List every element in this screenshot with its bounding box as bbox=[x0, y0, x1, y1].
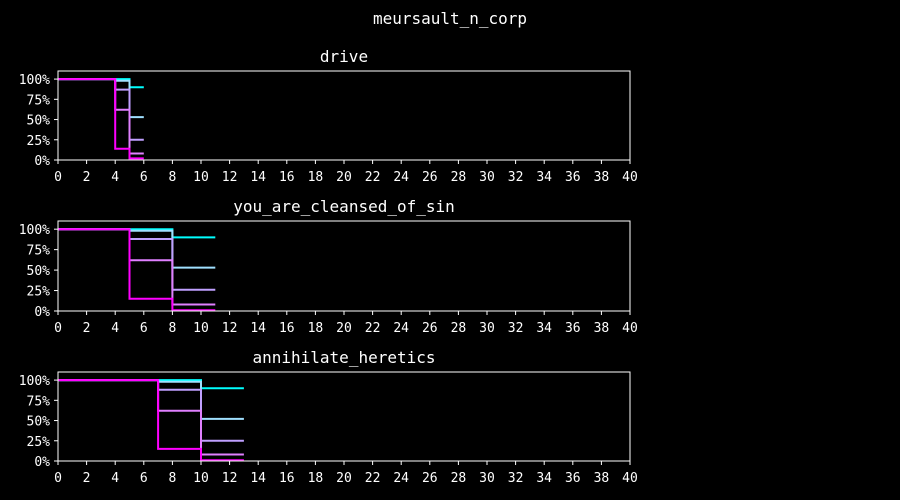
x-tick-label: 4 bbox=[111, 170, 119, 185]
y-tick-label: 50% bbox=[27, 114, 51, 129]
x-tick-label: 6 bbox=[140, 170, 148, 185]
x-tick-label: 8 bbox=[168, 471, 176, 486]
plot-frame bbox=[57, 220, 631, 312]
x-tick-label: 10 bbox=[193, 170, 209, 185]
x-tick-label: 16 bbox=[279, 471, 295, 486]
x-tick-label: 22 bbox=[365, 471, 381, 486]
x-tick-label: 4 bbox=[111, 321, 119, 336]
x-tick-label: 2 bbox=[83, 471, 91, 486]
x-tick-label: 26 bbox=[422, 170, 438, 185]
y-tick-label: 100% bbox=[19, 374, 50, 389]
x-tick-label: 38 bbox=[594, 321, 610, 336]
series-line-2 bbox=[58, 228, 216, 269]
series-line-1 bbox=[58, 379, 244, 390]
series-line-2 bbox=[58, 78, 144, 119]
x-tick-label: 30 bbox=[479, 170, 495, 185]
x-tick-label: 36 bbox=[565, 170, 581, 185]
x-tick-label: 12 bbox=[222, 170, 238, 185]
x-tick-label: 20 bbox=[336, 321, 352, 336]
y-tick-label: 0% bbox=[34, 305, 50, 320]
y-tick-label: 50% bbox=[27, 415, 51, 430]
x-tick-label: 28 bbox=[451, 471, 467, 486]
x-tick-label: 28 bbox=[451, 170, 467, 185]
panel-title: drive bbox=[320, 47, 368, 66]
panel-title: annihilate_heretics bbox=[252, 348, 435, 367]
x-tick-label: 12 bbox=[222, 471, 238, 486]
y-tick-label: 75% bbox=[27, 244, 51, 259]
y-tick-label: 100% bbox=[19, 223, 50, 238]
x-tick-label: 0 bbox=[54, 321, 62, 336]
y-tick-label: 0% bbox=[34, 154, 50, 169]
x-tick-label: 34 bbox=[536, 471, 552, 486]
panel-title: you_are_cleansed_of_sin bbox=[233, 197, 455, 216]
x-tick-label: 32 bbox=[508, 321, 524, 336]
x-tick-label: 6 bbox=[140, 471, 148, 486]
y-tick-label: 25% bbox=[27, 285, 51, 300]
x-tick-label: 28 bbox=[451, 321, 467, 336]
x-tick-label: 12 bbox=[222, 321, 238, 336]
series-line-3 bbox=[58, 379, 244, 442]
plot-frame bbox=[57, 371, 631, 462]
x-tick-label: 24 bbox=[393, 170, 409, 185]
x-tick-label: 40 bbox=[622, 471, 638, 486]
x-tick-label: 10 bbox=[193, 321, 209, 336]
x-tick-label: 30 bbox=[479, 471, 495, 486]
x-tick-label: 30 bbox=[479, 321, 495, 336]
x-tick-label: 24 bbox=[393, 321, 409, 336]
x-tick-label: 34 bbox=[536, 321, 552, 336]
x-tick-label: 8 bbox=[168, 170, 176, 185]
x-tick-label: 20 bbox=[336, 170, 352, 185]
y-tick-label: 0% bbox=[34, 455, 50, 470]
series-line-1 bbox=[58, 78, 144, 89]
x-tick-label: 18 bbox=[308, 321, 324, 336]
x-tick-label: 18 bbox=[308, 471, 324, 486]
series-line-5 bbox=[58, 379, 244, 462]
y-tick-label: 100% bbox=[19, 73, 50, 88]
y-tick-label: 25% bbox=[27, 134, 51, 149]
x-tick-label: 40 bbox=[622, 170, 638, 185]
x-tick-label: 10 bbox=[193, 471, 209, 486]
y-tick-label: 75% bbox=[27, 394, 51, 409]
x-tick-label: 14 bbox=[250, 170, 266, 185]
x-tick-label: 0 bbox=[54, 471, 62, 486]
x-tick-label: 16 bbox=[279, 321, 295, 336]
x-tick-label: 34 bbox=[536, 170, 552, 185]
x-tick-label: 38 bbox=[594, 170, 610, 185]
x-tick-label: 26 bbox=[422, 471, 438, 486]
x-tick-label: 14 bbox=[250, 321, 266, 336]
x-tick-label: 40 bbox=[622, 321, 638, 336]
x-tick-label: 2 bbox=[83, 170, 91, 185]
x-tick-label: 4 bbox=[111, 471, 119, 486]
x-tick-label: 14 bbox=[250, 471, 266, 486]
plot-frame bbox=[57, 70, 631, 161]
series-line-5 bbox=[58, 78, 144, 160]
y-tick-label: 25% bbox=[27, 435, 51, 450]
x-tick-label: 22 bbox=[365, 321, 381, 336]
series-line-4 bbox=[58, 379, 244, 456]
x-tick-label: 26 bbox=[422, 321, 438, 336]
x-tick-label: 18 bbox=[308, 170, 324, 185]
x-tick-label: 8 bbox=[168, 321, 176, 336]
series-line-2 bbox=[58, 379, 244, 420]
y-tick-label: 50% bbox=[27, 264, 51, 279]
x-tick-label: 24 bbox=[393, 471, 409, 486]
x-tick-label: 6 bbox=[140, 321, 148, 336]
x-tick-label: 36 bbox=[565, 321, 581, 336]
x-tick-label: 22 bbox=[365, 170, 381, 185]
x-tick-label: 32 bbox=[508, 170, 524, 185]
x-tick-label: 16 bbox=[279, 170, 295, 185]
x-tick-label: 38 bbox=[594, 471, 610, 486]
x-tick-label: 0 bbox=[54, 170, 62, 185]
series-line-5 bbox=[58, 228, 216, 312]
x-tick-label: 2 bbox=[83, 321, 91, 336]
y-tick-label: 75% bbox=[27, 93, 51, 108]
x-tick-label: 36 bbox=[565, 471, 581, 486]
x-tick-label: 20 bbox=[336, 471, 352, 486]
x-tick-label: 32 bbox=[508, 471, 524, 486]
series-line-3 bbox=[58, 78, 144, 141]
figure-title: meursault_n_corp bbox=[373, 9, 527, 28]
